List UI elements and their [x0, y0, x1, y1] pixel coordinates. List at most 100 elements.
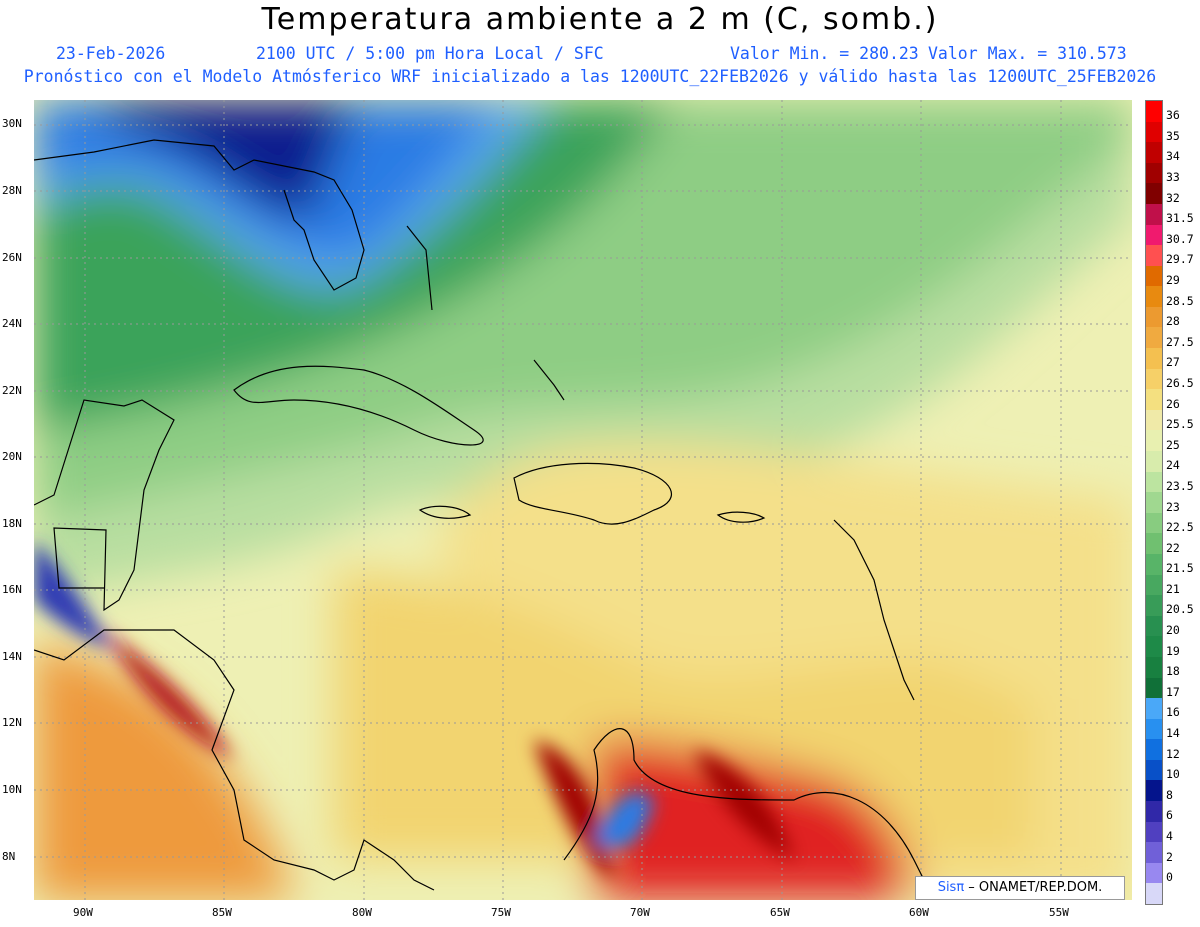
colorbar-label: 17: [1166, 684, 1180, 699]
lat-label: 16N: [2, 583, 22, 596]
lon-label: 65W: [770, 906, 790, 919]
lon-label: 70W: [630, 906, 650, 919]
colorbar-label: 23: [1166, 499, 1180, 514]
colorbar-swatch: [1146, 409, 1162, 431]
colorbar-swatch: [1146, 101, 1162, 123]
colorbar-label: 22: [1166, 540, 1180, 555]
map-title: Temperatura ambiente a 2 m (C, somb.): [261, 2, 939, 37]
max-value: Valor Max. = 310.573: [928, 44, 1127, 63]
colorbar-label: 12: [1166, 746, 1180, 761]
colorbar-swatch: [1146, 842, 1162, 864]
colorbar-label: 28: [1166, 314, 1180, 329]
colorbar-label: 25: [1166, 437, 1180, 452]
colorbar-swatch: [1146, 780, 1162, 802]
colorbar: [1145, 100, 1163, 905]
colorbar-swatch: [1146, 801, 1162, 823]
temperature-map: [34, 100, 1132, 900]
lon-label: 80W: [352, 906, 372, 919]
colorbar-swatch: [1146, 636, 1162, 658]
colorbar-swatch: [1146, 574, 1162, 596]
colorbar-label: 8: [1166, 787, 1173, 802]
lat-label: 22N: [2, 384, 22, 397]
lon-label: 55W: [1049, 906, 1069, 919]
colorbar-label: 0: [1166, 870, 1173, 885]
colorbar-label: 20.5: [1166, 602, 1194, 617]
colorbar-label: 2: [1166, 849, 1173, 864]
lat-label: 30N: [2, 117, 22, 130]
colorbar-label: 23.5: [1166, 478, 1194, 493]
colorbar-swatch: [1146, 492, 1162, 514]
credit-text: – ONAMET/REP.DOM.: [964, 880, 1103, 895]
colorbar-swatch: [1146, 533, 1162, 555]
colorbar-label: 27.5: [1166, 334, 1194, 349]
colorbar-label: 36: [1166, 108, 1180, 123]
colorbar-label: 26: [1166, 396, 1180, 411]
forecast-date: 23-Feb-2026: [56, 44, 166, 63]
colorbar-swatch: [1146, 348, 1162, 370]
colorbar-swatch: [1146, 451, 1162, 473]
colorbar-swatch: [1146, 389, 1162, 411]
colorbar-label: 29: [1166, 273, 1180, 287]
colorbar-swatch: [1146, 862, 1162, 884]
colorbar-label: 30.7: [1166, 231, 1194, 246]
colorbar-label: 19: [1166, 643, 1180, 658]
colorbar-label: 24: [1166, 458, 1180, 473]
colorbar-swatch: [1146, 306, 1162, 328]
colorbar-label: 10: [1166, 767, 1180, 782]
colorbar-swatch: [1146, 286, 1162, 308]
lon-label: 90W: [73, 906, 93, 919]
colorbar-label: 25.5: [1166, 417, 1194, 432]
lon-label: 60W: [909, 906, 929, 919]
colorbar-swatch: [1146, 471, 1162, 493]
colorbar-swatch: [1146, 759, 1162, 781]
colorbar-swatch: [1146, 512, 1162, 534]
colorbar-swatch: [1146, 245, 1162, 267]
colorbar-swatch: [1146, 327, 1162, 349]
lat-label: 26N: [2, 251, 22, 264]
lon-label: 85W: [212, 906, 232, 919]
colorbar-label: 27: [1166, 355, 1180, 370]
colorbar-label: 21: [1166, 581, 1180, 596]
colorbar-swatch: [1146, 553, 1162, 576]
colorbar-label: 22.5: [1166, 520, 1194, 535]
colorbar-label: 33: [1166, 170, 1180, 185]
colorbar-swatch: [1146, 595, 1162, 617]
colorbar-swatch: [1146, 718, 1162, 740]
colorbar-label: 29.7: [1166, 252, 1194, 267]
lat-label: 14N: [2, 650, 22, 663]
colorbar-swatch: [1146, 656, 1162, 678]
colorbar-swatch: [1146, 739, 1162, 761]
colorbar-label: 14: [1166, 725, 1180, 740]
lat-label: 18N: [2, 517, 22, 530]
colorbar-label: 28.5: [1166, 293, 1194, 308]
colorbar-label: 35: [1166, 128, 1180, 143]
lon-label: 75W: [491, 906, 511, 919]
colorbar-swatch: [1146, 821, 1162, 843]
colorbar-swatch: [1146, 224, 1162, 246]
colorbar-swatch: [1146, 368, 1162, 390]
lat-label: 8N: [2, 850, 16, 863]
lat-label: 24N: [2, 317, 22, 330]
colorbar-swatch: [1146, 121, 1162, 143]
min-value: Valor Min. = 280.23: [730, 44, 919, 63]
colorbar-label: 20: [1166, 623, 1180, 638]
colorbar-swatch: [1146, 883, 1162, 904]
forecast-time: 2100 UTC / 5:00 pm Hora Local / SFC: [256, 44, 604, 63]
colorbar-swatch: [1146, 162, 1162, 184]
colorbar-swatch: [1146, 615, 1162, 637]
colorbar-swatch: [1146, 265, 1162, 287]
colorbar-label: 32: [1166, 190, 1180, 205]
colorbar-label: 34: [1166, 149, 1180, 164]
colorbar-swatch: [1146, 203, 1162, 226]
credit-brand: Sisπ: [937, 880, 965, 895]
colorbar-label: 21.5: [1166, 561, 1194, 576]
colorbar-swatch: [1146, 677, 1162, 699]
colorbar-swatch: [1146, 430, 1162, 452]
colorbar-label: 6: [1166, 808, 1173, 823]
colorbar-swatch: [1146, 142, 1162, 164]
lat-label: 12N: [2, 716, 22, 729]
colorbar-swatch: [1146, 183, 1162, 205]
credit-box: Sisπ – ONAMET/REP.DOM.: [915, 876, 1125, 900]
colorbar-label: 26.5: [1166, 375, 1194, 390]
colorbar-swatch: [1146, 698, 1162, 720]
